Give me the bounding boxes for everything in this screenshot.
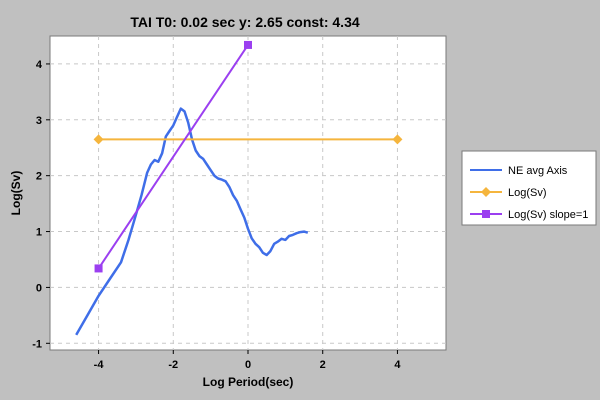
- y-tick-label: 4: [36, 59, 43, 71]
- legend-label: NE avg Axis: [508, 165, 568, 177]
- data-point-log-sv: [392, 134, 403, 145]
- legend-marker: [482, 210, 490, 218]
- data-point-log-sv: [93, 134, 104, 145]
- x-tick-label: 0: [245, 359, 251, 371]
- x-tick-label: -2: [168, 359, 178, 371]
- grid: [50, 36, 446, 350]
- x-tick-label: -4: [94, 359, 105, 371]
- y-tick-label: 3: [36, 115, 42, 127]
- legend-item-log-sv: Log(Sv): [470, 187, 547, 199]
- y-tick-label: 0: [36, 282, 42, 294]
- y-tick-label: 2: [36, 171, 42, 183]
- series-log-sv-slope-1: [94, 40, 252, 273]
- legend-marker: [481, 187, 491, 197]
- series-log-sv: [93, 134, 403, 145]
- data-point-log-sv-slope-1: [94, 264, 103, 273]
- series-layer: [75, 40, 403, 336]
- legend-label: Log(Sv): [508, 187, 547, 199]
- legend-item-ne-avg-axis: NE avg Axis: [470, 165, 568, 177]
- plot-area: [49, 35, 447, 351]
- x-tick-label: 2: [320, 359, 326, 371]
- y-tick-label: -1: [32, 338, 42, 350]
- series-ne-avg-axis: [75, 107, 309, 336]
- x-axis-label: Log Period(sec): [203, 375, 294, 389]
- y-tick-label: 1: [36, 227, 42, 239]
- series-line-log-sv-slope-1: [97, 44, 249, 269]
- series-line-ne-avg-axis: [75, 107, 309, 336]
- x-axis-ticks: -4 -2 0 2 4: [94, 350, 401, 371]
- chart-title: TAI T0: 0.02 sec y: 2.65 const: 4.34: [130, 14, 360, 30]
- data-point-log-sv-slope-1: [244, 40, 252, 49]
- y-axis-ticks: -1 0 1 2 3 4: [32, 59, 50, 350]
- y-axis-label: Log(Sv): [9, 171, 23, 216]
- legend: NE avg Axis Log(Sv) Log(Sv) slope=1: [461, 150, 597, 226]
- legend-item-log-sv-slope-1: Log(Sv) slope=1: [470, 209, 588, 221]
- legend-label: Log(Sv) slope=1: [508, 209, 588, 221]
- x-tick-label: 4: [394, 359, 401, 371]
